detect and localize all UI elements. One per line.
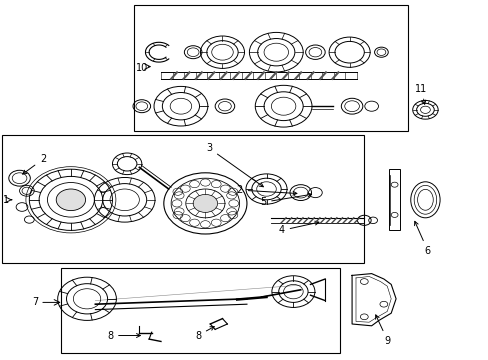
Bar <box>388 169 399 230</box>
Text: 11: 11 <box>414 84 427 104</box>
Text: 4: 4 <box>278 221 318 235</box>
Circle shape <box>193 194 217 212</box>
Text: 7: 7 <box>32 297 39 307</box>
Text: 2: 2 <box>236 185 296 195</box>
Text: 9: 9 <box>375 315 390 346</box>
Text: 10: 10 <box>136 63 148 73</box>
Text: 6: 6 <box>414 221 430 256</box>
Text: 8: 8 <box>107 330 140 341</box>
Bar <box>134 5 407 131</box>
Circle shape <box>56 189 85 211</box>
Text: 8: 8 <box>195 327 214 341</box>
Text: 5: 5 <box>260 193 311 207</box>
Text: 1: 1 <box>3 195 9 205</box>
Text: 2: 2 <box>22 154 46 174</box>
Bar <box>2 135 364 263</box>
Text: 3: 3 <box>206 143 263 187</box>
Bar <box>61 268 339 353</box>
